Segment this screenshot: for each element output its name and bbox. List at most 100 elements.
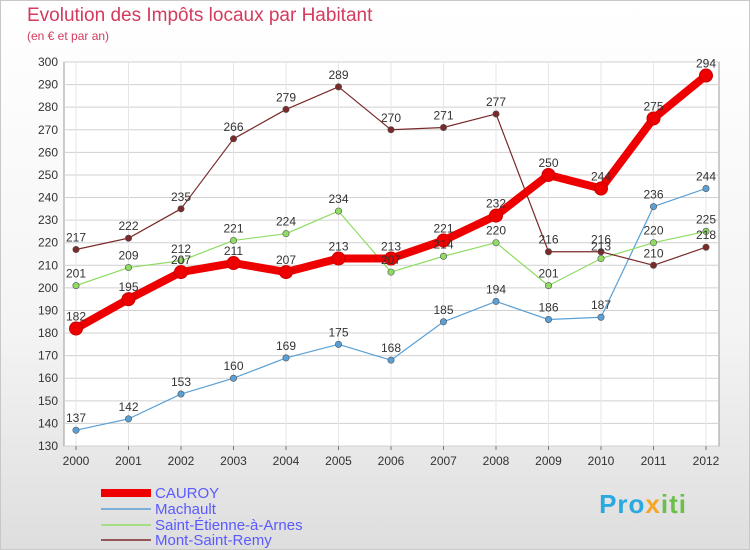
data-label: 213	[328, 240, 348, 254]
y-tick-label: 270	[38, 123, 58, 137]
data-label: 250	[538, 156, 558, 170]
data-label: 217	[66, 230, 86, 244]
data-point	[492, 239, 500, 247]
data-label: 289	[328, 68, 348, 82]
data-point	[702, 227, 710, 235]
data-point	[699, 68, 713, 83]
y-tick-label: 280	[38, 100, 58, 114]
data-point	[436, 233, 451, 248]
data-point	[387, 356, 395, 364]
data-point	[230, 135, 238, 143]
y-tick-label: 130	[38, 439, 58, 453]
data-point	[492, 297, 500, 305]
x-tick-label: 2008	[483, 454, 510, 468]
data-point	[594, 181, 608, 196]
data-point	[72, 245, 80, 253]
data-label: 220	[486, 224, 506, 238]
data-label: 160	[223, 359, 243, 373]
y-tick-label: 140	[38, 416, 58, 430]
data-label: 279	[276, 90, 296, 104]
data-label: 185	[433, 303, 453, 317]
data-point	[279, 265, 293, 280]
data-label: 220	[643, 224, 663, 238]
y-tick-label: 200	[38, 281, 58, 295]
y-tick-label: 240	[38, 191, 58, 205]
data-label: 232	[486, 197, 506, 211]
y-tick-label: 220	[38, 236, 58, 250]
data-point	[282, 230, 290, 238]
data-point	[649, 239, 657, 247]
data-point	[282, 105, 290, 113]
data-point	[72, 426, 80, 434]
data-label: 216	[538, 233, 558, 247]
data-point	[121, 292, 136, 307]
data-point	[177, 205, 185, 213]
data-label: 209	[118, 249, 138, 263]
data-label: 194	[486, 282, 506, 296]
data-point	[331, 251, 346, 266]
x-tick-label: 2006	[378, 454, 405, 468]
x-tick-label: 2003	[220, 454, 247, 468]
data-label: 270	[381, 111, 401, 125]
data-point	[492, 110, 500, 118]
data-label: 207	[171, 253, 191, 267]
logo-part-2: x	[645, 489, 661, 519]
data-label: 137	[66, 411, 86, 425]
data-point	[174, 265, 188, 280]
data-point	[646, 111, 661, 126]
y-tick-label: 190	[38, 303, 58, 317]
data-label: 294	[696, 57, 716, 71]
data-label: 210	[643, 246, 663, 260]
data-point	[387, 268, 395, 276]
data-label: 168	[381, 341, 401, 355]
data-point	[230, 236, 238, 244]
data-label: 213	[591, 240, 611, 254]
data-label: 212	[171, 242, 191, 256]
y-tick-label: 230	[38, 213, 58, 227]
data-label: 175	[328, 325, 348, 339]
data-label: 225	[696, 212, 716, 226]
data-point	[226, 256, 241, 271]
y-tick-label: 260	[38, 145, 58, 159]
data-point	[649, 203, 657, 211]
data-label: 187	[591, 298, 611, 312]
proxiti-logo: Proxiti	[599, 489, 687, 520]
data-point	[177, 257, 185, 265]
chart-title: Evolution des Impôts locaux par Habitant	[27, 5, 373, 26]
data-label: 244	[591, 169, 611, 183]
data-label: 236	[643, 188, 663, 202]
data-label: 266	[223, 120, 243, 134]
logo-part-1: Pro	[599, 489, 646, 519]
data-point	[439, 124, 447, 132]
data-point	[702, 184, 710, 192]
data-label: 221	[433, 221, 453, 235]
data-label: 213	[381, 240, 401, 254]
data-point	[439, 252, 447, 260]
y-tick-label: 290	[38, 78, 58, 92]
data-point	[702, 243, 710, 251]
x-tick-label: 2007	[430, 454, 457, 468]
data-label: 182	[66, 310, 86, 324]
legend-label: CAUROY	[155, 485, 219, 502]
data-point	[597, 313, 605, 321]
data-label: 244	[696, 169, 716, 183]
data-label: 275	[643, 99, 663, 113]
legend-label: Mont-Saint-Remy	[155, 532, 272, 549]
data-point	[230, 374, 238, 382]
data-label: 218	[696, 228, 716, 242]
chart-subtitle: (en € et par an)	[27, 29, 110, 43]
data-label: 277	[486, 95, 506, 109]
data-point	[72, 282, 80, 290]
data-point	[544, 316, 552, 324]
y-tick-label: 150	[38, 394, 58, 408]
data-label: 195	[118, 280, 138, 294]
x-tick-label: 2004	[273, 454, 300, 468]
data-label: 186	[538, 301, 558, 315]
data-point	[334, 83, 342, 91]
y-tick-label: 250	[38, 168, 58, 182]
data-label: 216	[591, 233, 611, 247]
data-point	[439, 318, 447, 326]
data-point	[177, 390, 185, 398]
